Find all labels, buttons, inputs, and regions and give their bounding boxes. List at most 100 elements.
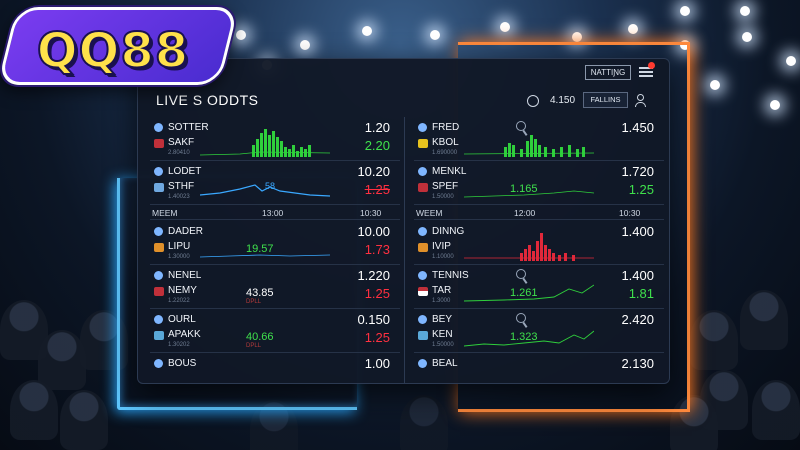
time-label: WEEM [416,208,443,218]
flag-icon [154,183,164,192]
column-divider [404,117,405,383]
odds-value[interactable]: 1.81 [628,286,654,301]
odds-line-chart [200,254,330,258]
match-meta: 1.22022 [168,298,190,304]
odds-value[interactable]: 10.20 [357,164,390,179]
league-badge-icon [154,315,163,324]
logo-text: QQ88 [36,22,190,80]
odds-line-chart [464,330,594,347]
time-value: 12:00 [514,208,536,218]
team-home: BEAL [432,358,458,369]
match-row[interactable]: LODET STHF 1.40023 58 10.20 1.25 [150,161,400,205]
match-row[interactable]: MENKL SPEF 1.50000 1.165 1.720 1.25 [414,161,664,205]
nav-button[interactable]: NATTIƝG [585,65,631,80]
team-away: NEMY [168,285,197,296]
odds-value[interactable]: 1.25 [628,182,654,197]
league-badge-icon [154,359,163,368]
match-row[interactable]: FRED KBOL 1.690000 1.450 [414,117,664,161]
match-row[interactable]: OURL APAKK 1.30202 40.66 DPLL 0.150 1.25 [150,309,400,353]
team-home: DINNG [432,226,465,237]
panel-topbar: NATTIƝG [138,59,669,85]
match-row[interactable]: BEY KEN 1.50000 1.323 2.420 [414,309,664,353]
match-meta: 1.3000 [432,298,451,304]
odds-value[interactable]: 1.720 [621,164,654,179]
odds-value[interactable]: 0.150 [357,312,390,327]
filter-button[interactable]: FALLINS [583,92,628,108]
flag-icon [418,139,428,148]
odds-value[interactable]: 1.400 [621,224,654,239]
team-away: IVIP [432,241,451,252]
flag-icon [418,331,428,340]
notification-dot-icon [648,62,655,69]
match-meta: 1.50000 [432,194,454,200]
league-badge-icon [154,167,163,176]
odds-value[interactable]: 1.25 [364,182,390,197]
odds-bar-chart [200,129,330,157]
odds-value[interactable]: 1.20 [364,120,390,135]
time-value: 13:00 [262,208,284,218]
flag-icon [154,331,164,340]
match-meta: 2.80410 [168,150,190,156]
mini-label: DPLL [246,299,262,305]
neon-frame-orange [458,42,690,412]
league-badge-icon [418,167,427,176]
event-count: 4.150 [550,95,576,106]
match-row[interactable]: BOUS 1.00 [150,353,400,383]
odds-value[interactable]: 1.25 [364,330,390,345]
team-home: BOUS [168,358,197,369]
league-badge-icon [154,227,163,236]
match-row[interactable]: DINNG IVIP 1.10000 1.400 [414,221,664,265]
team-away: LIPU [168,241,191,252]
team-home: MENKL [432,166,467,177]
league-badge-icon [418,315,427,324]
odds-mid-value[interactable]: 1.323 [510,331,538,343]
odds-value[interactable]: 1.73 [364,242,390,257]
team-home: NENEL [168,270,202,281]
match-meta: 1.690000 [432,150,458,156]
team-home: OURL [168,314,196,325]
odds-value[interactable]: 10.00 [357,224,390,239]
right-odds-column: FRED KBOL 1.690000 1.450 MENKL SPEF 1.50… [414,117,664,383]
odds-value[interactable]: 1.00 [364,356,390,371]
league-badge-icon [418,359,427,368]
odds-mid-value[interactable]: 1.261 [510,287,538,299]
match-row[interactable]: SOTTER SAKF 2.80410 1.20 2.20 [150,117,400,161]
match-row[interactable]: NENEL NEMY 1.22022 43.85 DPLL 1.220 1.25 [150,265,400,309]
team-away: SAKF [168,137,195,148]
hamburger-menu-icon[interactable] [639,65,653,79]
odds-value[interactable]: 1.220 [357,268,390,283]
mini-label: DPLL [246,343,262,349]
odds-line-chart: 58 [200,181,330,197]
team-away: TAR [432,285,452,296]
odds-mid-value[interactable]: 40.66 [246,331,274,343]
clock-icon[interactable] [527,95,539,107]
flag-icon [418,243,428,252]
league-badge-icon [154,123,163,132]
odds-value[interactable]: 2.420 [621,312,654,327]
team-away: KEN [432,329,453,340]
odds-value[interactable]: 1.25 [364,286,390,301]
odds-value[interactable]: 2.130 [621,356,654,371]
match-row[interactable]: TENNIS TAR 1.3000 1.261 1.400 1.81 [414,265,664,309]
match-row[interactable]: BEAL 2.130 [414,353,664,383]
odds-value[interactable]: 2.20 [364,138,390,153]
odds-value[interactable]: 1.400 [621,268,654,283]
odds-mid-value[interactable]: 1.165 [510,183,538,195]
odds-line-chart [464,284,594,302]
live-odds-panel: NATTIƝG LIVE S ODDTS 4.150 FALLINS SOTTE… [137,58,670,384]
match-row[interactable]: DADER LIPU 1.30000 19.57 10.00 1.73 [150,221,400,265]
neon-frame-blue [117,178,357,410]
match-meta: 1.40023 [168,194,190,200]
odds-mid-value[interactable]: 43.85 [246,287,274,299]
left-odds-column: SOTTER SAKF 2.80410 1.20 2.20 LODET STHF… [150,117,400,383]
odds-mid-value[interactable]: 19.57 [246,243,274,255]
time-label: MEEM [152,208,178,218]
time-header: MEEM 13:00 10:30 [150,206,400,220]
brand-logo[interactable]: QQ88 [0,7,239,85]
league-badge-icon [418,123,427,132]
league-badge-icon [154,271,163,280]
team-home: LODET [168,166,202,177]
odds-value[interactable]: 1.450 [621,120,654,135]
flag-icon [154,139,164,148]
user-icon[interactable] [635,94,647,107]
